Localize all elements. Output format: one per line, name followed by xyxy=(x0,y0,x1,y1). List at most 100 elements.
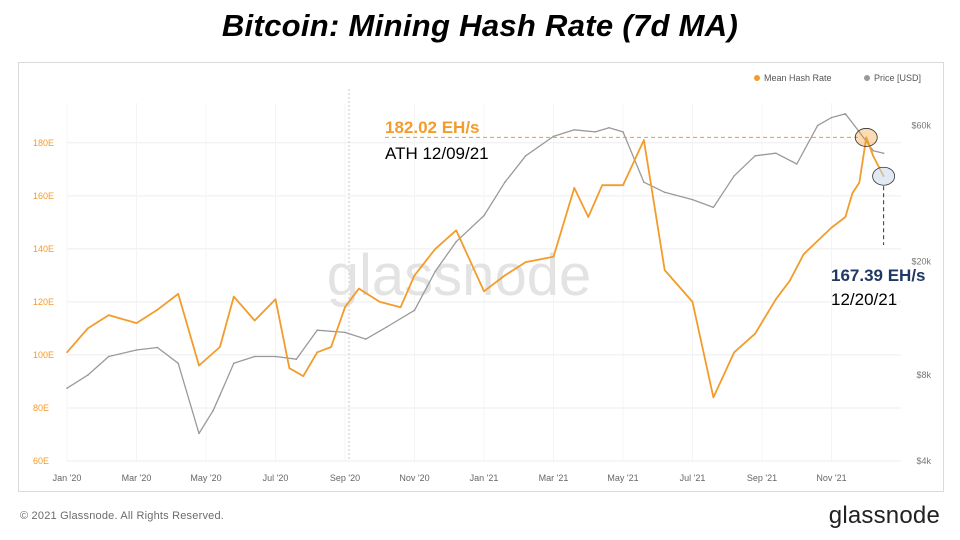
hash-rate-point xyxy=(66,351,68,354)
hash-rate-point xyxy=(455,229,458,232)
x-tick-label: Nov '20 xyxy=(399,473,429,483)
chart-title: Bitcoin: Mining Hash Rate (7d MA) xyxy=(221,8,739,43)
price-point xyxy=(830,116,833,119)
legend-marker-price xyxy=(864,75,870,81)
y-left-tick-label: 180E xyxy=(33,138,54,148)
price-point xyxy=(608,126,610,129)
price-point xyxy=(455,240,458,243)
price-point xyxy=(434,270,437,273)
x-tick-label: May '20 xyxy=(190,473,221,483)
y-left-tick-label: 80E xyxy=(33,403,49,413)
hash-rate-point xyxy=(253,319,256,322)
ath-date-label: ATH 12/09/21 xyxy=(385,144,489,163)
y-left-tick-label: 140E xyxy=(33,244,54,254)
price-point xyxy=(212,409,214,412)
x-tick-label: Mar '21 xyxy=(539,473,569,483)
price-point xyxy=(385,326,388,328)
price-point xyxy=(198,432,200,435)
hash-rate-point xyxy=(775,298,777,301)
price-point xyxy=(219,394,221,397)
hash-rate-point xyxy=(712,396,715,399)
hash-rate-point xyxy=(177,293,179,295)
hash-rate-point xyxy=(733,351,735,354)
price-point xyxy=(663,191,666,194)
x-tick-label: Jul '21 xyxy=(680,473,706,483)
y-right-tick-label: $8k xyxy=(916,370,931,380)
copyright-notice: © 2021 Glassnode. All Rights Reserved. xyxy=(20,510,225,522)
latest-value-label: 167.39 EH/s xyxy=(831,266,926,285)
price-point xyxy=(274,355,277,358)
price-point xyxy=(135,349,138,351)
price-point xyxy=(691,198,694,201)
hash-rate-point xyxy=(830,226,833,229)
hash-rate-point xyxy=(691,301,694,303)
price-point xyxy=(504,181,506,183)
watermark: glassnode xyxy=(327,243,591,308)
price-point xyxy=(483,214,485,217)
y-left-tick-label: 60E xyxy=(33,456,49,466)
y-left-tick-label: 160E xyxy=(33,191,54,201)
y-right-tick-label: $20k xyxy=(911,257,931,267)
y-right-tick-label: $60k xyxy=(911,121,931,131)
y-left-tick-label: 100E xyxy=(33,350,54,360)
price-point xyxy=(573,128,576,131)
price-point xyxy=(733,175,735,177)
price-point xyxy=(524,155,527,157)
hash-rate-point xyxy=(302,375,305,377)
price-point xyxy=(754,155,756,157)
hash-rate-point xyxy=(316,351,319,354)
hash-rate-point xyxy=(87,327,89,330)
price-point xyxy=(858,131,861,133)
latest-highlight-circle xyxy=(872,166,896,186)
price-point xyxy=(594,131,596,133)
y-left-tick-label: 120E xyxy=(33,297,54,307)
hash-rate-point xyxy=(587,216,590,218)
price-point xyxy=(844,112,847,115)
legend-label-price: Price [USD] xyxy=(874,73,921,83)
price-point xyxy=(316,329,319,331)
hash-rate-point xyxy=(274,298,277,301)
hash-rate-point xyxy=(858,181,861,184)
price-point xyxy=(882,152,885,155)
price-point xyxy=(795,163,798,165)
hash-rate-point xyxy=(434,248,437,250)
price-point xyxy=(552,135,555,138)
price-point xyxy=(156,346,159,349)
hash-rate-point xyxy=(789,279,791,282)
hash-rate-point xyxy=(344,306,346,308)
hash-rate-point xyxy=(524,261,527,263)
ath-highlight-circle xyxy=(854,128,878,147)
hash-rate-point xyxy=(663,269,666,271)
price-point xyxy=(233,362,235,365)
price-point xyxy=(365,338,367,340)
price-point xyxy=(107,355,110,358)
hash-rate-point xyxy=(802,253,805,255)
x-tick-label: May '21 xyxy=(607,473,638,483)
x-tick-label: Jul '20 xyxy=(263,473,289,483)
hash-rate-point xyxy=(865,136,868,139)
hash-rate-point xyxy=(816,240,819,242)
hash-rate-point xyxy=(573,187,576,189)
hash-rate-point xyxy=(107,314,110,316)
price-point xyxy=(177,362,179,365)
latest-date-label: 12/20/21 xyxy=(831,290,897,309)
hash-rate-point xyxy=(288,367,291,369)
hash-rate-point xyxy=(754,332,756,335)
x-tick-label: Sep '21 xyxy=(747,473,777,483)
legend-marker-hash xyxy=(754,75,760,81)
hash-rate-point xyxy=(872,155,874,157)
hash-rate-point xyxy=(483,290,485,293)
hash-rate-point xyxy=(851,192,854,194)
hash-rate-point xyxy=(219,346,221,348)
x-tick-label: Sep '20 xyxy=(330,473,360,483)
y-right-tick-label: $4k xyxy=(916,456,931,466)
price-point xyxy=(344,331,346,334)
brand-logo: glassnode xyxy=(828,502,940,529)
x-tick-label: Nov '21 xyxy=(816,473,846,483)
price-point xyxy=(413,309,416,312)
price-point xyxy=(816,124,819,127)
hash-rate-point xyxy=(622,184,624,187)
hash-rate-point xyxy=(643,139,645,141)
price-point xyxy=(712,206,715,209)
hash-rate-point xyxy=(156,309,159,311)
